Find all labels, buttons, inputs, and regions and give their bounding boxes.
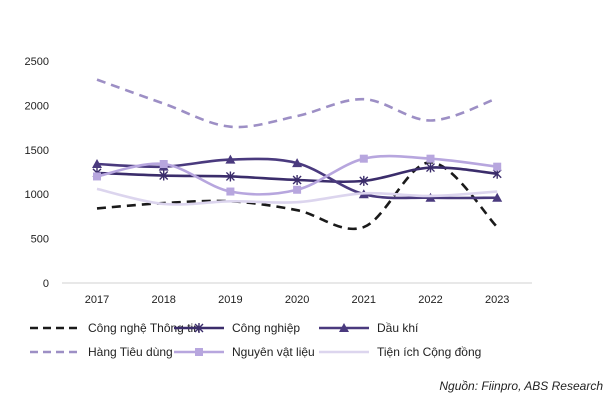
legend-label: Công nghiệp (232, 321, 300, 335)
x-axis: 2017 2018 2019 2020 2021 2022 2023 (85, 294, 510, 306)
data-point (92, 159, 102, 169)
x-tick-label: 2021 (352, 294, 376, 306)
source-note: Nguồn: Fiinpro, ABS Research (439, 379, 603, 393)
series-6 (96, 187, 498, 206)
data-point (426, 162, 435, 173)
x-tick-label: 2019 (218, 294, 242, 306)
legend-item: Dầu khí (319, 321, 419, 335)
legend-marker (339, 323, 349, 332)
legend-item: Công nghệ Thông tin (30, 321, 200, 335)
x-tick-label: 2023 (485, 294, 509, 306)
y-tick-label: 500 (31, 234, 49, 246)
data-point (492, 192, 503, 202)
y-tick-label: 1500 (25, 145, 49, 157)
data-point (159, 160, 168, 169)
series-line (96, 78, 498, 129)
legend: Công nghệ Thông tin Công nghiệp Dầu khí Hàn… (30, 321, 481, 359)
y-tick-label: 1000 (25, 189, 49, 201)
data-point (359, 154, 368, 163)
legend-item: Nguyên vật liệu (174, 345, 315, 359)
y-tick-label: 2000 (25, 100, 49, 112)
legend-marker (194, 323, 204, 333)
data-point (225, 154, 236, 164)
data-point (159, 170, 169, 181)
legend-item: Hàng Tiêu dùng (30, 345, 173, 359)
data-point (493, 162, 502, 171)
series-layer (92, 78, 503, 231)
series-5 (93, 154, 502, 196)
data-point (292, 158, 303, 168)
data-point (226, 187, 235, 196)
legend-label: Hàng Tiêu dùng (88, 345, 173, 359)
legend-marker (195, 348, 203, 356)
y-tick-label: 0 (43, 278, 49, 290)
series-line (96, 187, 498, 206)
legend-item: Tiện ích Cộng đồng (319, 345, 481, 359)
data-point (293, 185, 302, 194)
y-axis: 0 500 1000 1500 2000 2500 (25, 56, 49, 290)
y-tick-label: 2500 (25, 56, 49, 68)
data-point (225, 171, 235, 182)
legend-label: Công nghệ Thông tin (88, 321, 200, 335)
legend-label: Tiện ích Cộng đồng (377, 345, 481, 359)
data-point (426, 154, 435, 163)
x-tick-label: 2018 (151, 294, 175, 306)
data-point (292, 174, 302, 185)
legend-label: Dầu khí (377, 321, 419, 335)
x-tick-label: 2017 (85, 294, 109, 306)
x-tick-label: 2022 (418, 294, 442, 306)
legend-label: Nguyên vật liệu (232, 345, 315, 359)
legend-item: Công nghiệp (174, 321, 300, 335)
data-point (359, 175, 369, 186)
x-tick-label: 2020 (285, 294, 309, 306)
data-point (93, 172, 101, 181)
series-4 (96, 78, 498, 129)
